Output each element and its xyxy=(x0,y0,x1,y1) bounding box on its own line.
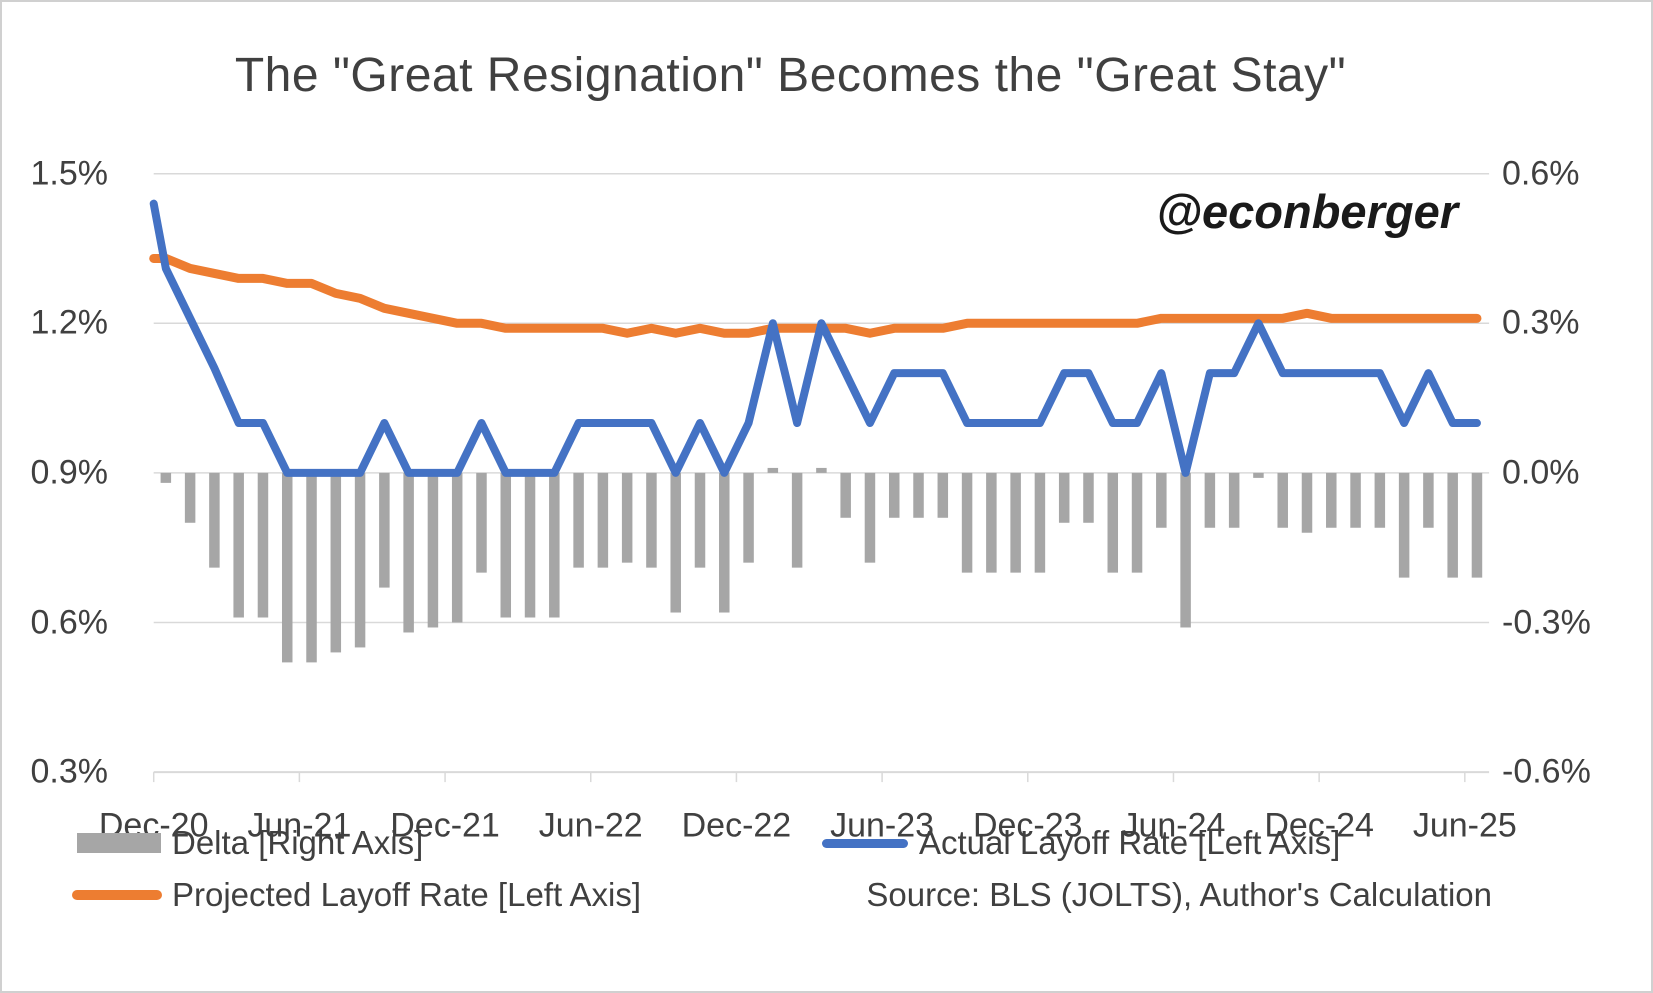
x-axis-tick-label: Jun-22 xyxy=(538,806,643,845)
source-note: Source: BLS (JOLTS), Author's Calculatio… xyxy=(866,876,1492,913)
y-axis-right-tick-label: -0.6% xyxy=(1502,752,1591,791)
y-axis-left-tick-label: 1.2% xyxy=(30,303,109,342)
y-axis-right-tick-label: -0.3% xyxy=(1502,603,1591,641)
x-axis-tick-label: Jun-23 xyxy=(830,806,935,845)
x-axis-tick-label: Dec-24 xyxy=(1264,806,1374,845)
y-axis-right-tick-label: 0.6% xyxy=(1502,154,1580,193)
legend-label-delta: Delta [Right Axis] xyxy=(172,824,424,861)
x-axis-tick-label: Dec-21 xyxy=(390,806,500,845)
y-axis-right-tick-label: 0.3% xyxy=(1502,303,1580,342)
chart-title: The "Great Resignation" Becomes the "Gre… xyxy=(234,49,1347,102)
y-axis-left-tick-label: 0.3% xyxy=(30,752,109,791)
legend-label-actual: Actual Layoff Rate [Left Axis] xyxy=(919,824,1341,861)
actual-line-swatch-icon xyxy=(822,839,908,848)
watermark: @econberger xyxy=(1156,185,1458,238)
y-axis-left-tick-label: 0.6% xyxy=(30,603,109,641)
legend-label-projected: Projected Layoff Rate [Left Axis] xyxy=(172,876,641,913)
x-axis-tick-label: Jun-21 xyxy=(247,806,352,845)
delta-bar-swatch-icon xyxy=(77,833,161,853)
x-axis-tick-label: Dec-23 xyxy=(972,806,1083,845)
x-axis-tick-label: Jun-25 xyxy=(1412,806,1517,845)
y-axis-right-tick-label: 0.0% xyxy=(1502,453,1580,492)
x-axis-tick-label: Dec-22 xyxy=(681,806,792,845)
y-axis-left-tick-label: 1.5% xyxy=(30,154,109,193)
projected-line-swatch-icon xyxy=(72,890,162,900)
y-axis-left-tick-label: 0.9% xyxy=(30,453,109,492)
x-axis-tick-label: Jun-24 xyxy=(1121,806,1226,845)
